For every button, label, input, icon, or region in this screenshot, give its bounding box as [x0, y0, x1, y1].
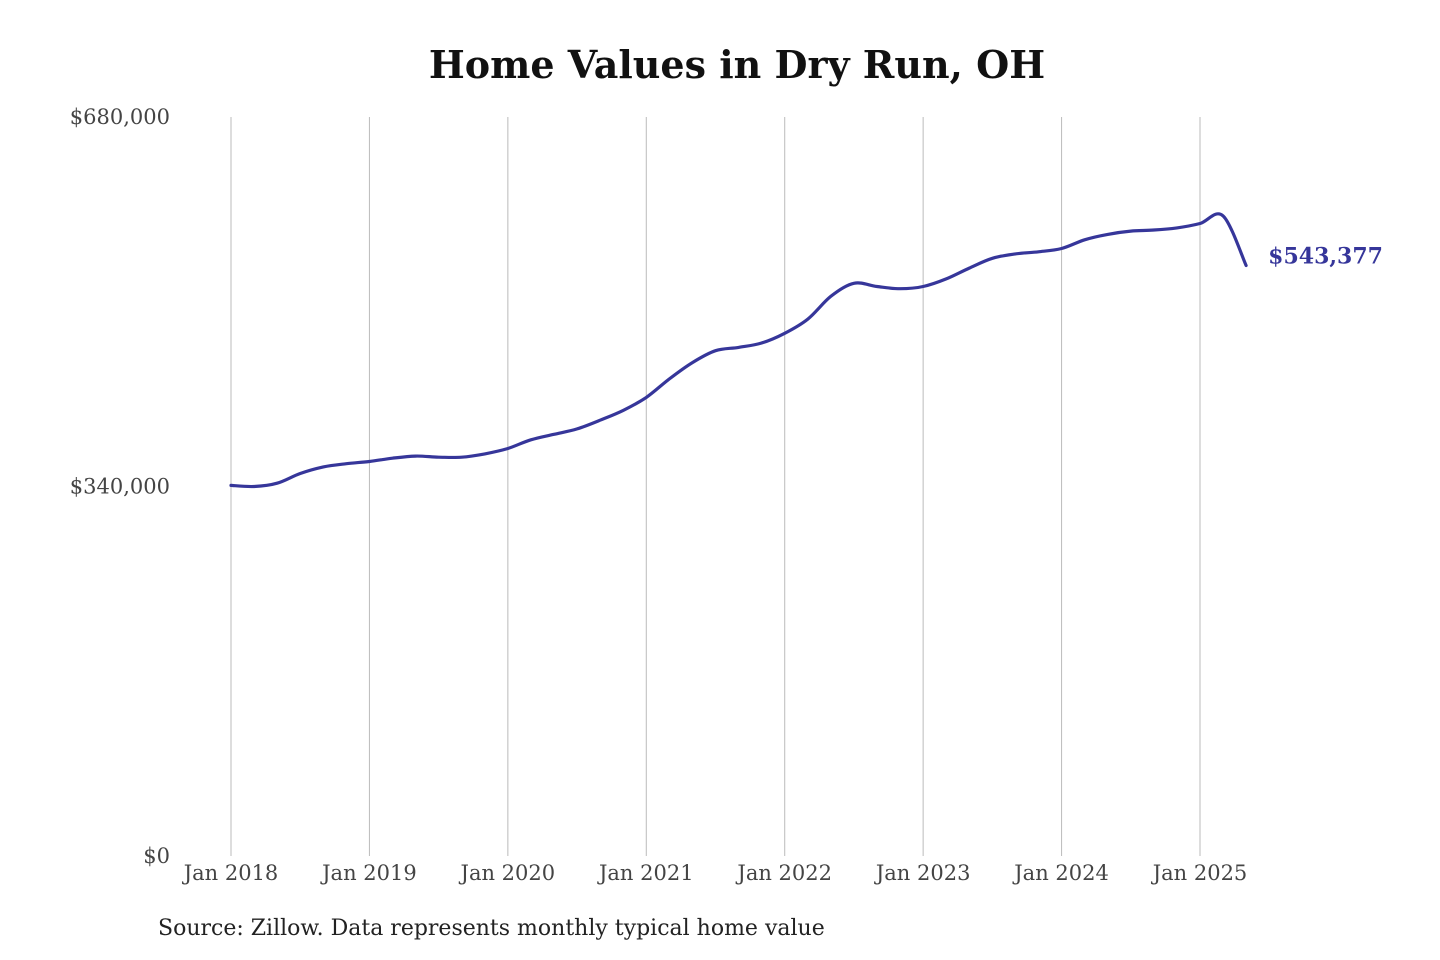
annotation-layer: $543,377	[1268, 243, 1383, 269]
chart-title: Home Values in Dry Run, OH	[428, 42, 1046, 87]
x-tick-label: Jan 2023	[874, 861, 971, 885]
y-axis-ticks: $0 $340,000 $680,000	[70, 105, 170, 868]
end-value-label: $543,377	[1268, 243, 1383, 269]
x-tick-label: Jan 2025	[1151, 861, 1248, 885]
x-tick-label: Jan 2018	[182, 861, 279, 885]
series-line	[229, 212, 1248, 489]
y-tick-label: $0	[143, 844, 170, 868]
y-tick-label: $680,000	[70, 105, 170, 129]
gridlines	[230, 117, 1201, 856]
x-tick-label: Jan 2024	[1012, 861, 1109, 885]
x-tick-label: Jan 2022	[735, 861, 832, 885]
y-tick-label: $340,000	[70, 475, 170, 499]
x-tick-label: Jan 2021	[597, 861, 694, 885]
x-tick-label: Jan 2019	[320, 861, 417, 885]
source-note: Source: Zillow. Data represents monthly …	[158, 916, 825, 941]
line-chart: $0$340,000$680,000 Jan 2018 Jan 2019 Jan 2…	[70, 105, 1383, 885]
series-layer	[229, 212, 1248, 489]
x-tick-label: Jan 2020	[459, 861, 556, 885]
x-axis-ticks: Jan 2018 Jan 2019 Jan 2020 Jan 2021 Jan 2022…	[182, 861, 1248, 885]
